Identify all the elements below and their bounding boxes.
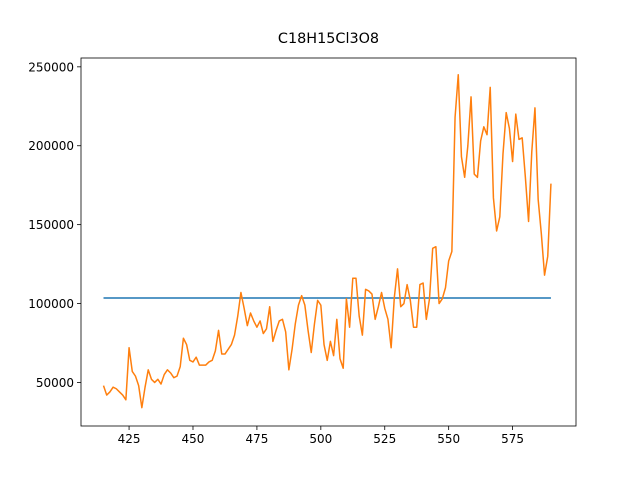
x-tick-label: 450: [182, 432, 205, 446]
plot-frame: [80, 57, 577, 427]
y-tick-label: 150000: [28, 218, 74, 232]
y-tick-label: 100000: [28, 297, 74, 311]
x-tick-label: 575: [501, 432, 524, 446]
x-tick-label: 525: [373, 432, 396, 446]
x-tick-label: 500: [309, 432, 332, 446]
chart-title: C18H15Cl3O8: [278, 31, 379, 47]
y-tick-label: 250000: [28, 60, 74, 74]
x-tick-label: 475: [245, 432, 268, 446]
x-tick-label: 550: [437, 432, 460, 446]
x-tick-label: 425: [118, 432, 141, 446]
y-tick-label: 200000: [28, 139, 74, 153]
y-tick-label: 50000: [36, 376, 74, 390]
data-line: [102, 73, 552, 409]
